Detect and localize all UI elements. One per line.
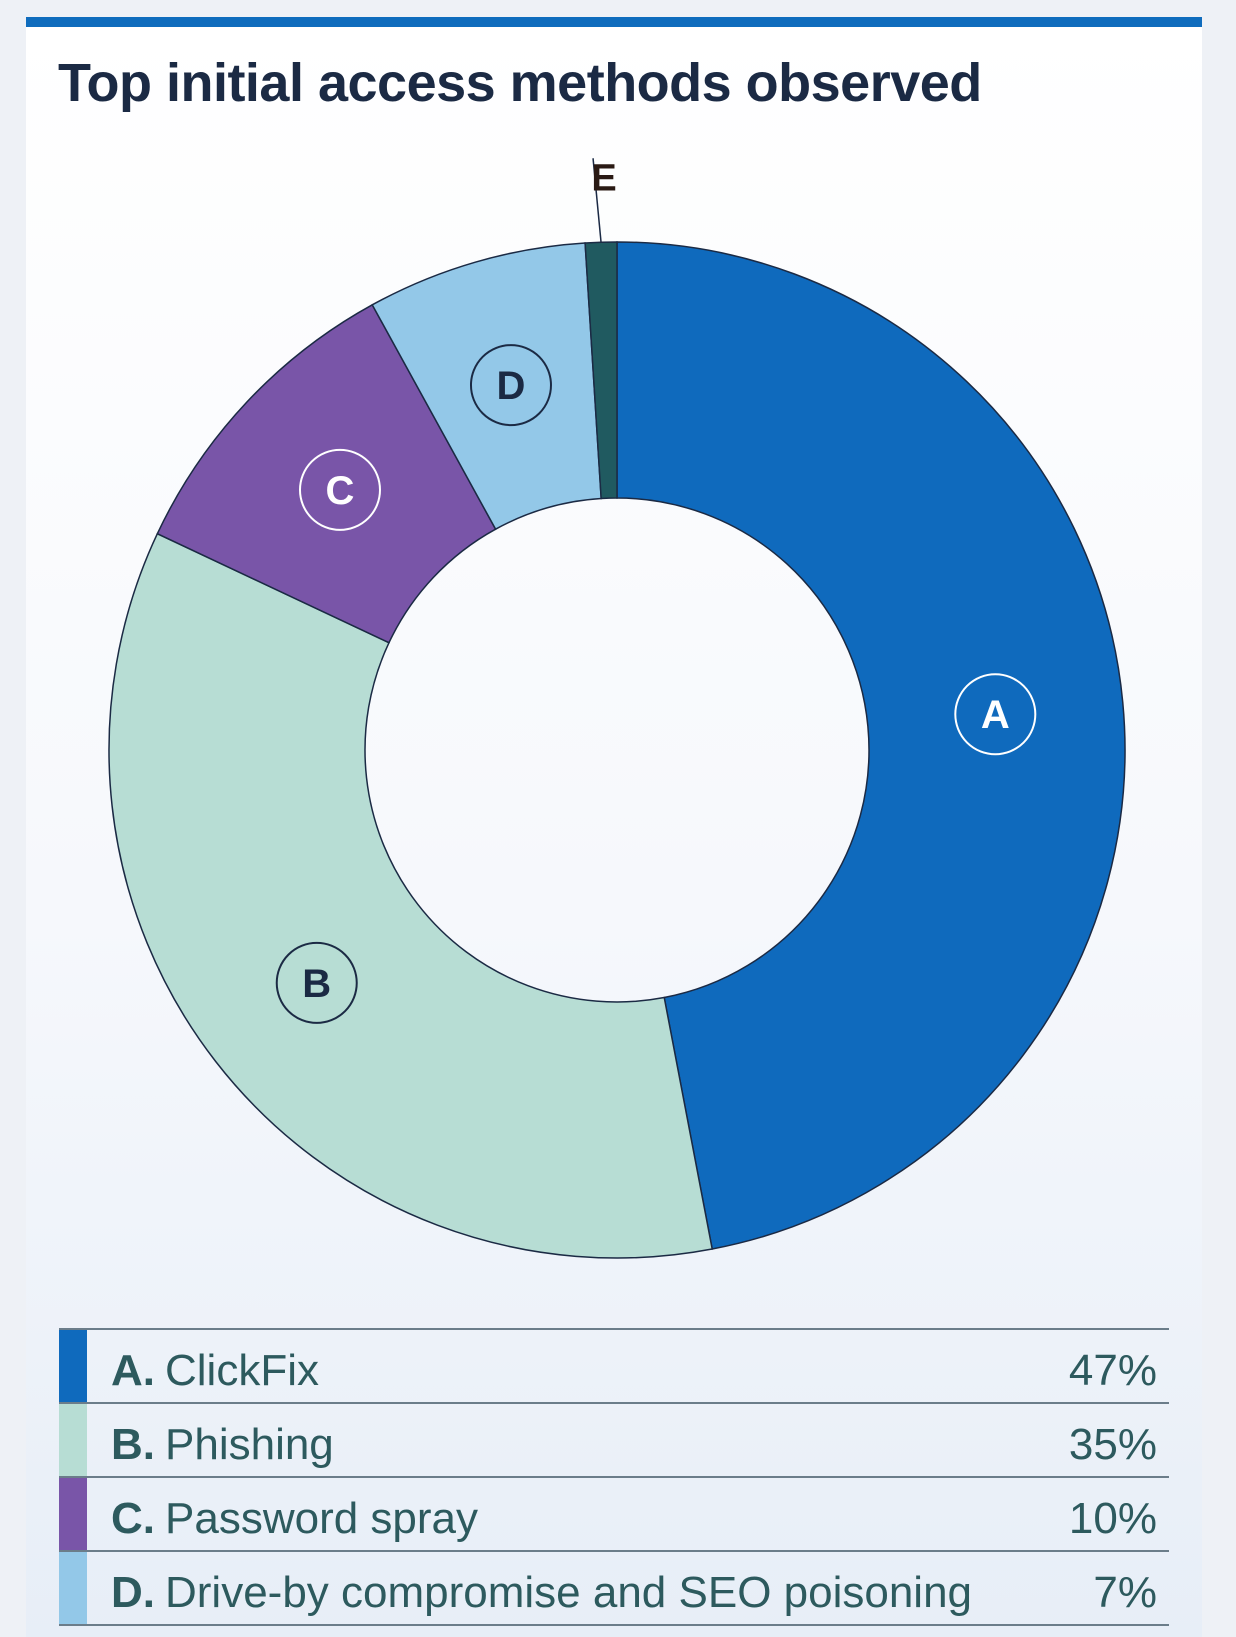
legend-label: Phishing xyxy=(165,1420,334,1469)
slice-marker-a: A xyxy=(954,673,1037,756)
legend-label: Drive-by compromise and SEO poisoning xyxy=(165,1568,973,1617)
legend-swatch xyxy=(59,1330,87,1402)
legend-letter: C. xyxy=(111,1494,155,1543)
legend-swatch xyxy=(59,1478,87,1550)
donut-slice-a xyxy=(616,241,1126,1250)
slice-label-e: E xyxy=(591,157,616,199)
svg-text:D: D xyxy=(497,364,526,408)
legend-label: Password spray xyxy=(165,1494,479,1543)
legend-row-c: C. Password spray 10% xyxy=(59,1478,1169,1552)
svg-text:B: B xyxy=(302,962,331,1006)
legend-value: 10% xyxy=(1068,1494,1157,1543)
chart-title: Top initial access methods observed xyxy=(58,53,982,113)
legend-swatch xyxy=(59,1552,87,1624)
slice-marker-b: B xyxy=(275,941,358,1024)
slice-leader-e xyxy=(592,158,602,243)
legend-value: 35% xyxy=(1068,1420,1157,1469)
legend-letter: B. xyxy=(111,1420,155,1469)
chart-legend: A. ClickFix 47% B. Phishing 35% C. Password spr… xyxy=(59,1328,1169,1626)
legend-row-a: A. ClickFix 47% xyxy=(59,1330,1169,1404)
svg-text:A: A xyxy=(981,693,1010,737)
legend-label: ClickFix xyxy=(165,1346,319,1395)
donut-slice-e xyxy=(584,241,618,500)
legend-value: 7% xyxy=(1093,1568,1157,1617)
legend-swatch xyxy=(59,1404,87,1476)
legend-row-d: D. Drive-by compromise and SEO poisoning 7… xyxy=(59,1552,1169,1626)
legend-value: 47% xyxy=(1068,1346,1157,1395)
legend-letter: D. xyxy=(111,1568,155,1617)
svg-text:C: C xyxy=(326,469,355,513)
slice-marker-d: D xyxy=(469,344,552,427)
donut-slice-c xyxy=(156,303,497,644)
donut-chart: A B C D E xyxy=(108,157,1126,1259)
slice-marker-c: C xyxy=(298,448,381,531)
legend-row-b: B. Phishing 35% xyxy=(59,1404,1169,1478)
legend-letter: A. xyxy=(111,1346,155,1395)
donut-slice-b xyxy=(108,532,714,1259)
